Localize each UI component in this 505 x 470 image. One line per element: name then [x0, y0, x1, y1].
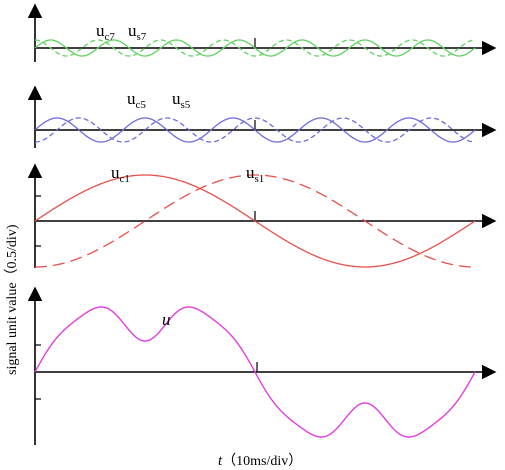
label-uc1: uc1 [111, 163, 130, 185]
label-us5: us5 [172, 89, 191, 111]
label-us7: us7 [128, 21, 147, 43]
label-uc5: uc5 [127, 89, 146, 111]
y-axis-label: signal unit value（0.5/div) [4, 224, 20, 375]
label-u: u [162, 310, 171, 329]
wave-s7 [34, 39, 476, 57]
label-us1: us1 [246, 163, 264, 185]
wave-s1 [34, 174, 476, 268]
panel-sum: u [27, 286, 497, 445]
wave-c1 [34, 174, 476, 268]
label-uc7: uc7 [96, 21, 115, 43]
panel-harmonic-7: uc7 us7 [27, 3, 497, 62]
panel-fundamental: uc1 us1 [27, 163, 497, 268]
wave-s5 [34, 117, 476, 143]
wave-c5 [34, 117, 476, 143]
wave-sum [34, 306, 476, 438]
x-axis-label: t（10ms/div） [218, 453, 302, 469]
panel-harmonic-5: uc5 us5 [27, 85, 497, 148]
wave-c7 [34, 39, 476, 57]
